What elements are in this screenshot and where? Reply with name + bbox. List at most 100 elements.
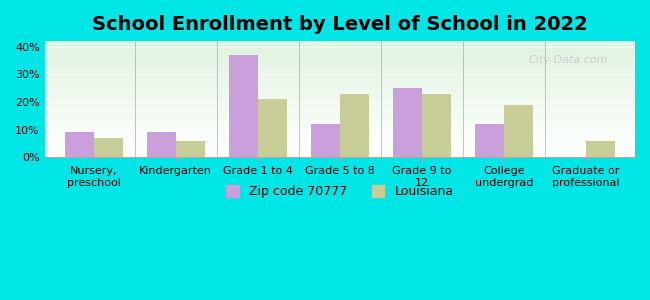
- Text: City-Data.com: City-Data.com: [528, 55, 608, 65]
- Bar: [45, 119, 635, 120]
- Bar: [45, 150, 635, 152]
- Bar: [45, 146, 635, 147]
- Bar: [45, 100, 635, 101]
- Bar: [45, 128, 635, 129]
- Bar: [45, 99, 635, 101]
- Bar: [45, 89, 635, 90]
- Bar: [45, 55, 635, 56]
- Bar: [45, 57, 635, 59]
- Bar: [45, 91, 635, 92]
- Bar: [45, 46, 635, 47]
- Bar: [45, 109, 635, 110]
- Bar: [45, 96, 635, 97]
- Bar: [340, 94, 369, 157]
- Bar: [45, 132, 635, 133]
- Bar: [176, 141, 205, 157]
- Bar: [45, 117, 635, 118]
- Bar: [45, 101, 635, 103]
- Bar: [45, 149, 635, 150]
- Bar: [475, 124, 504, 157]
- Bar: [422, 94, 450, 157]
- Bar: [45, 74, 635, 75]
- Bar: [45, 127, 635, 128]
- Bar: [45, 63, 635, 64]
- Bar: [94, 138, 122, 157]
- Bar: [45, 152, 635, 153]
- Bar: [45, 92, 635, 93]
- Bar: [45, 75, 635, 76]
- Bar: [45, 80, 635, 81]
- Bar: [45, 113, 635, 114]
- Bar: [45, 73, 635, 74]
- Bar: [45, 122, 635, 124]
- Bar: [45, 104, 635, 105]
- Bar: [45, 78, 635, 80]
- Bar: [45, 83, 635, 84]
- Bar: [45, 61, 635, 62]
- Bar: [311, 124, 340, 157]
- Bar: [45, 82, 635, 83]
- Bar: [45, 142, 635, 143]
- Bar: [45, 53, 635, 54]
- Bar: [45, 90, 635, 91]
- Bar: [45, 148, 635, 149]
- Bar: [45, 141, 635, 142]
- Bar: [45, 139, 635, 140]
- Bar: [45, 103, 635, 104]
- Bar: [45, 156, 635, 157]
- Bar: [45, 134, 635, 135]
- Bar: [45, 48, 635, 49]
- Bar: [45, 145, 635, 146]
- Bar: [45, 68, 635, 69]
- Bar: [45, 107, 635, 109]
- Bar: [45, 105, 635, 106]
- Bar: [45, 98, 635, 99]
- Bar: [45, 143, 635, 145]
- Bar: [45, 71, 635, 73]
- Bar: [45, 129, 635, 130]
- Bar: [504, 105, 532, 157]
- Bar: [45, 112, 635, 113]
- Bar: [45, 56, 635, 57]
- Bar: [45, 54, 635, 55]
- Bar: [45, 52, 635, 53]
- Bar: [45, 65, 635, 67]
- Bar: [65, 132, 94, 157]
- Bar: [45, 155, 635, 156]
- Bar: [45, 154, 635, 155]
- Bar: [45, 124, 635, 125]
- Bar: [45, 42, 635, 44]
- Bar: [45, 50, 635, 52]
- Bar: [45, 94, 635, 96]
- Bar: [45, 121, 635, 122]
- Bar: [45, 88, 635, 89]
- Bar: [45, 111, 635, 112]
- Bar: [45, 118, 635, 119]
- Bar: [45, 47, 635, 48]
- Bar: [586, 141, 614, 157]
- Bar: [45, 135, 635, 136]
- Bar: [45, 44, 635, 45]
- Bar: [45, 58, 635, 60]
- Bar: [45, 126, 635, 127]
- Bar: [45, 120, 635, 121]
- Bar: [45, 81, 635, 82]
- Bar: [45, 137, 635, 139]
- Title: School Enrollment by Level of School in 2022: School Enrollment by Level of School in …: [92, 15, 588, 34]
- Bar: [45, 93, 635, 94]
- Bar: [393, 88, 422, 157]
- Bar: [45, 77, 635, 78]
- Bar: [45, 106, 635, 107]
- Bar: [45, 97, 635, 98]
- Bar: [45, 41, 635, 42]
- Bar: [45, 86, 635, 88]
- Bar: [45, 125, 635, 126]
- Bar: [229, 55, 258, 157]
- Bar: [45, 110, 635, 111]
- Bar: [45, 84, 635, 85]
- Legend: Zip code 70777, Louisiana: Zip code 70777, Louisiana: [221, 180, 458, 203]
- Bar: [45, 60, 635, 61]
- Bar: [45, 147, 635, 148]
- Bar: [45, 45, 635, 46]
- Bar: [45, 62, 635, 63]
